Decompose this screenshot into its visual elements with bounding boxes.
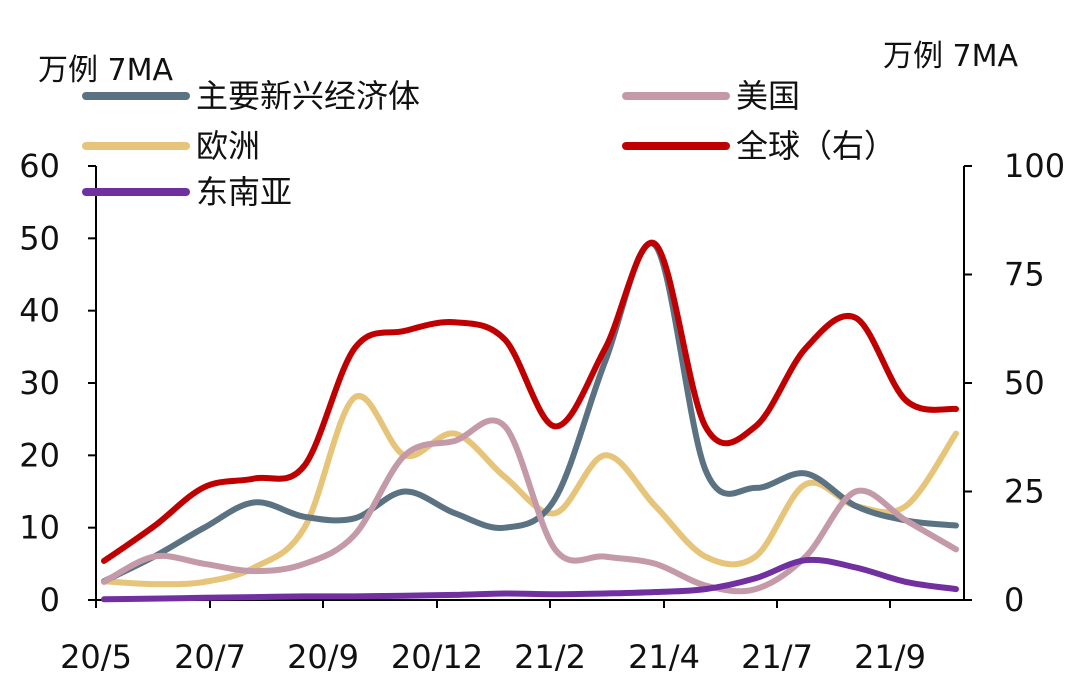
series-line <box>101 417 959 595</box>
x-tick-label: 21/2 <box>514 638 586 676</box>
right-tick-label: 50 <box>1004 364 1045 402</box>
right-tick-label: 100 <box>1004 147 1065 185</box>
left-axis-unit: 万例 7MA <box>38 53 174 88</box>
axes: 0 10 20 30 40 50 60 0 25 50 75 100 20/5 20/7 20/9 20/12… <box>19 147 1065 676</box>
legend-label: 东南亚 <box>196 173 292 211</box>
x-tick-label: 20/5 <box>60 638 132 676</box>
left-tick-label: 60 <box>19 147 60 185</box>
series-line <box>101 392 959 588</box>
series-line <box>101 556 959 603</box>
right-tick-label: 25 <box>1004 473 1045 511</box>
right-tick-label: 75 <box>1004 256 1045 294</box>
left-tick-label: 20 <box>19 436 60 474</box>
left-tick-label: 30 <box>19 364 60 402</box>
x-tick-label: 20/7 <box>174 638 246 676</box>
legend-label: 全球（右） <box>736 127 896 165</box>
left-tick-label: 50 <box>19 219 60 257</box>
series-line <box>101 240 959 585</box>
legend-label: 主要新兴经济体 <box>196 77 420 115</box>
x-tick-label: 20/9 <box>287 638 359 676</box>
x-tick-label: 20/12 <box>391 638 483 676</box>
x-tick-label: 21/7 <box>741 638 813 676</box>
x-tick-label: 21/4 <box>628 638 700 676</box>
legend-label: 美国 <box>736 77 800 115</box>
series-line <box>101 239 959 564</box>
left-tick-label: 10 <box>19 509 60 547</box>
right-tick-label: 0 <box>1004 581 1024 619</box>
left-tick-label: 40 <box>19 292 60 330</box>
right-axis-unit: 万例 7MA <box>883 39 1019 74</box>
legend-label: 欧洲 <box>196 127 260 165</box>
x-tick-label: 21/9 <box>854 638 926 676</box>
left-tick-label: 0 <box>40 581 60 619</box>
series-layer <box>101 239 959 603</box>
